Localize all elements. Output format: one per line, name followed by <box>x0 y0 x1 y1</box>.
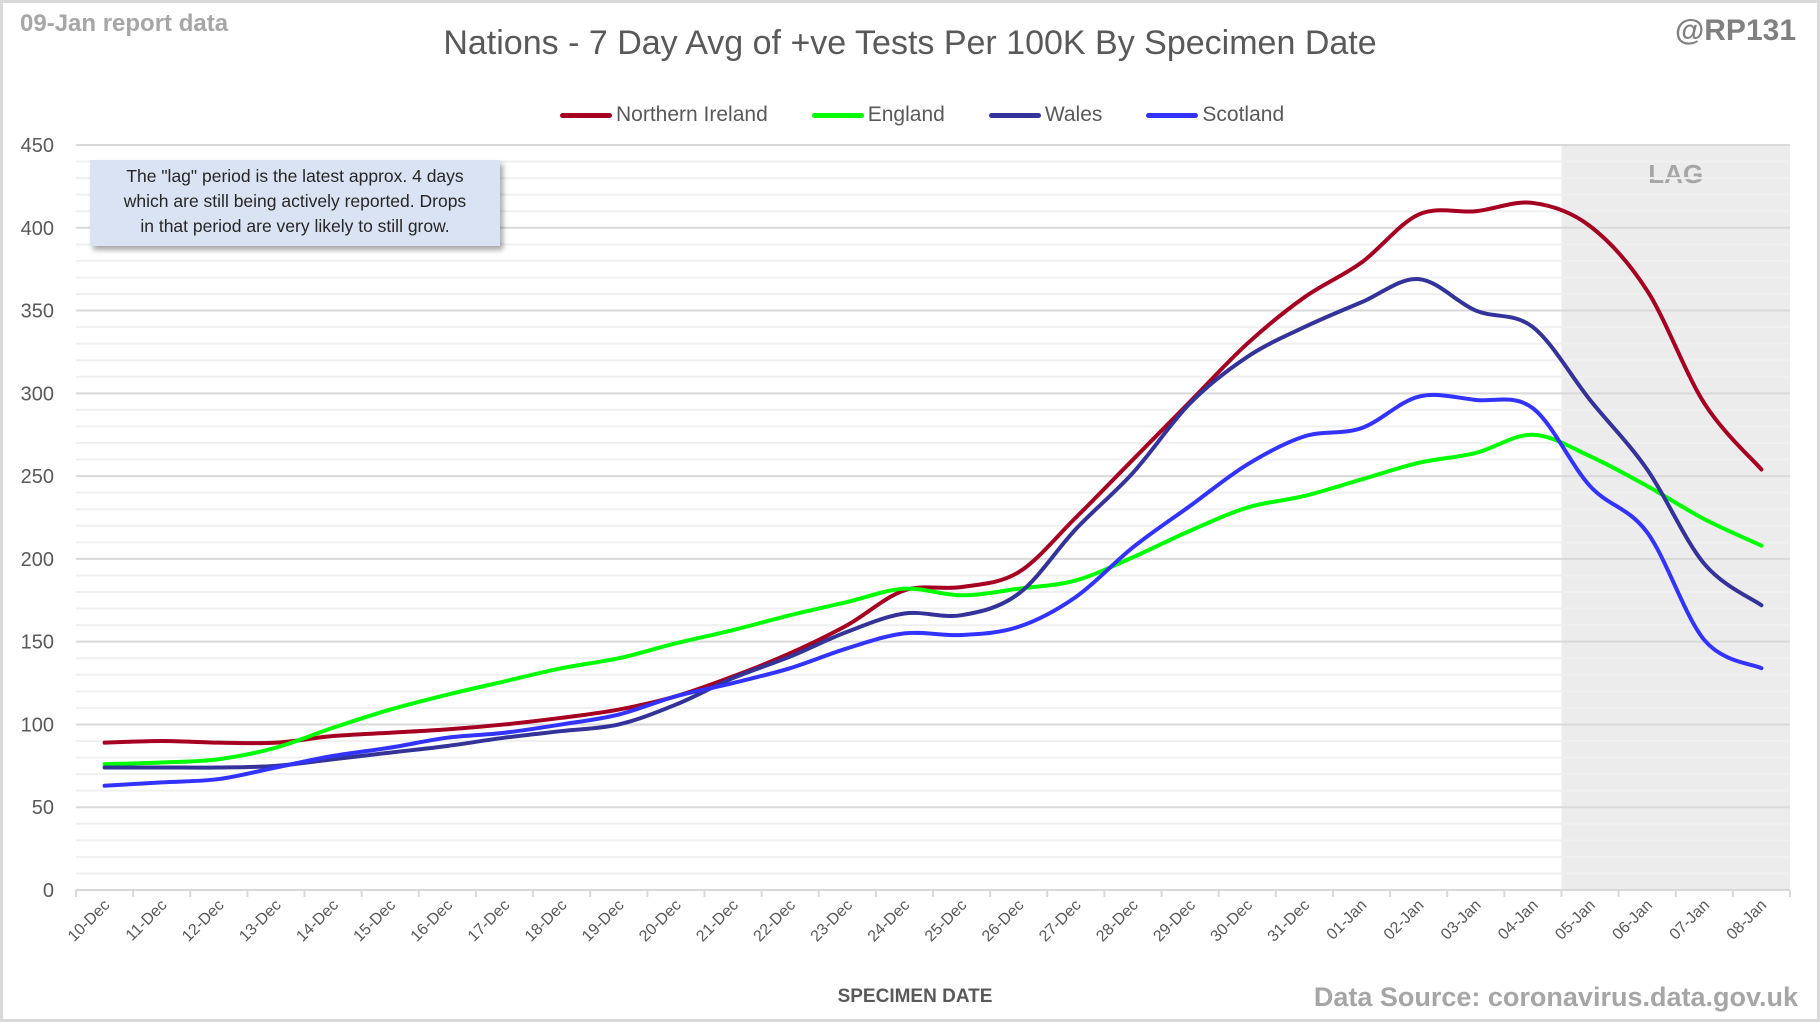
legend-item-wales: Wales <box>988 103 1103 127</box>
legend-swatch-wales <box>988 112 1041 118</box>
y-tick-label: 150 <box>21 632 54 654</box>
y-tick-label: 100 <box>21 714 54 736</box>
y-tick-label: 450 <box>21 135 54 157</box>
x-tick-label: 30-Dec <box>1208 897 1256 945</box>
legend-label: England <box>867 103 945 126</box>
legend-item-northern-ireland: Northern Ireland <box>560 103 768 127</box>
x-tick-labels: 10-Dec 11-Dec 12-Dec 13-Dec 14-Dec 15-Dec 16-D… <box>65 897 1770 945</box>
legend-swatch-england <box>811 112 864 118</box>
y-tick-label: 200 <box>21 549 54 571</box>
series-lines <box>102 200 1764 788</box>
y-tick-label: 300 <box>21 383 54 405</box>
legend: Northern Ireland England Wales Scotland <box>560 102 1328 128</box>
gridlines <box>76 144 1790 875</box>
x-tick-label: 02-Jan <box>1381 897 1428 944</box>
x-tick-label: 20-Dec <box>636 897 684 945</box>
legend-label: Scotland <box>1202 103 1285 126</box>
x-tick-label: 08-Jan <box>1724 897 1771 944</box>
x-tick-label: 11-Dec <box>123 897 171 945</box>
x-tick-label: 25-Dec <box>922 897 970 945</box>
x-tick-label: 29-Dec <box>1150 897 1198 945</box>
x-axis-title: SPECIMEN DATE <box>837 986 993 1007</box>
series-line-england <box>102 432 1764 767</box>
lag-note-box: The "lag" period is the latest approx. 4… <box>90 160 500 246</box>
x-tick-label: 03-Jan <box>1438 897 1485 944</box>
x-tick-label: 17-Dec <box>465 897 513 945</box>
series-line-northern-ireland <box>102 200 1764 746</box>
x-tick-label: 16-Dec <box>408 897 456 945</box>
x-tick-label: 22-Dec <box>751 897 799 945</box>
y-tick-label: 250 <box>21 466 54 488</box>
legend-item-england: England <box>811 103 945 127</box>
x-tick-label: 19-Dec <box>579 897 627 945</box>
x-tick-label: 14-Dec <box>293 897 341 945</box>
x-tick-label: 15-Dec <box>351 897 399 945</box>
x-tick-label: 05-Jan <box>1552 897 1599 944</box>
x-tick-label: 18-Dec <box>522 897 570 945</box>
y-tick-label: 0 <box>43 880 54 902</box>
x-tick-label: 31-Dec <box>1265 897 1313 945</box>
lag-label: LAG <box>1648 159 1703 189</box>
x-tick-label: 12-Dec <box>179 897 227 945</box>
x-tick-label: 10-Dec <box>65 897 113 945</box>
legend-swatch-northern-ireland <box>560 112 612 118</box>
x-tick-label: 07-Jan <box>1667 897 1714 944</box>
author-handle: @RP131 <box>1675 14 1796 47</box>
report-date-label: 09-Jan report data <box>20 10 229 37</box>
x-tick-label: 23-Dec <box>808 897 856 945</box>
x-tick-label: 24-Dec <box>865 897 913 945</box>
legend-swatch-scotland <box>1146 112 1199 118</box>
y-tick-label: 400 <box>21 218 54 240</box>
x-tick-label: 13-Dec <box>236 897 284 945</box>
y-axis: 0 50 100 150 200 250 300 350 400 450 <box>21 135 54 902</box>
note-line: The "lag" period is the latest approx. 4… <box>126 166 464 186</box>
x-tick-label: 26-Dec <box>979 897 1027 945</box>
x-tick-label: 06-Jan <box>1609 897 1656 944</box>
x-tick-label: 01-Jan <box>1324 897 1371 944</box>
x-tick-label: 21-Dec <box>693 897 741 945</box>
x-tick-label: 04-Jan <box>1495 897 1542 944</box>
legend-item-scotland: Scotland <box>1146 103 1284 127</box>
note-line: which are still being actively reported.… <box>123 191 467 211</box>
chart-title: Nations - 7 Day Avg of +ve Tests Per 100… <box>443 24 1377 62</box>
y-tick-label: 350 <box>21 301 54 323</box>
data-source-label: Data Source: coronavirus.data.gov.uk <box>1313 982 1798 1012</box>
x-tick-label: 28-Dec <box>1093 897 1141 945</box>
series-line-wales <box>102 277 1764 770</box>
x-axis <box>75 889 1791 897</box>
legend-label: Wales <box>1044 103 1103 126</box>
legend-label: Northern Ireland <box>616 103 768 126</box>
y-tick-label: 50 <box>32 797 54 819</box>
note-line: in that period are very likely to still … <box>140 216 450 236</box>
x-tick-label: 27-Dec <box>1036 897 1084 945</box>
